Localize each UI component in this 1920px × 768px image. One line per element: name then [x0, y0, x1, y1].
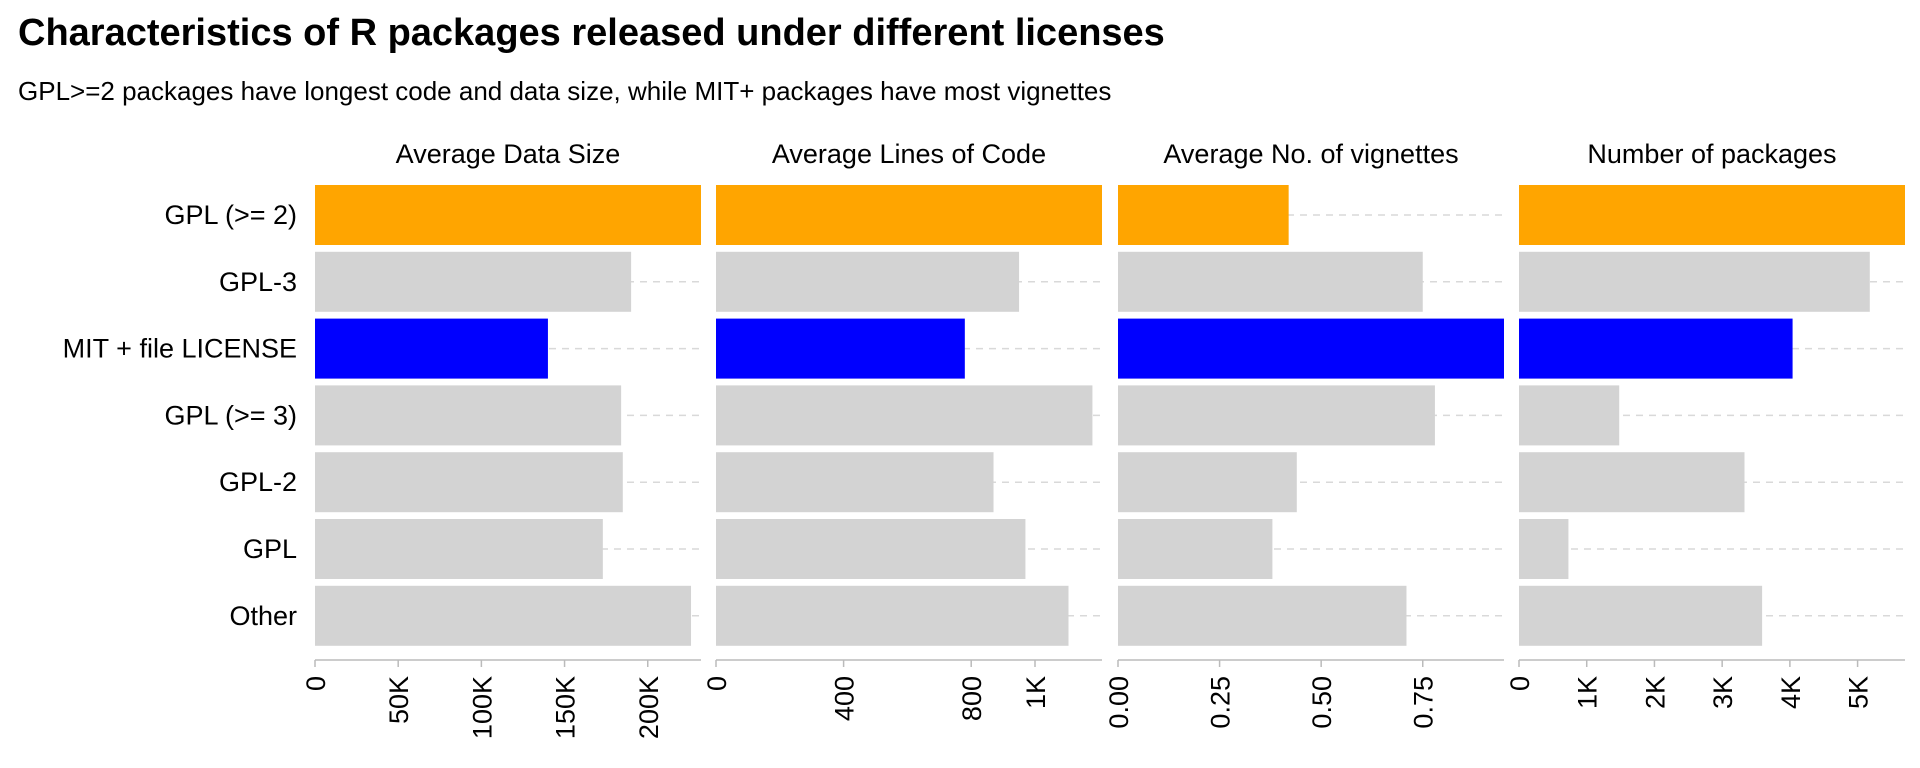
bar-number-of-packages-gpl-2 — [1519, 452, 1745, 513]
panel-title-average-lines-of-code: Average Lines of Code — [772, 139, 1046, 169]
tick-label-number-of-packages-4: 4K — [1776, 676, 1806, 709]
bar-average-data-size-gpl-3 — [315, 385, 622, 446]
tick-label-average-data-size-0: 0 — [301, 676, 331, 691]
category-label-gpl-2: GPL (>= 2) — [164, 200, 297, 230]
bar-number-of-packages-other — [1519, 585, 1763, 646]
bar-average-no-of-vignettes-gpl — [1118, 519, 1273, 579]
bar-number-of-packages-gpl-3 — [1519, 251, 1870, 312]
tick-label-average-data-size-1: 50K — [384, 676, 414, 724]
bar-number-of-packages-gpl-3 — [1519, 385, 1620, 446]
tick-label-number-of-packages-0: 0 — [1505, 676, 1535, 691]
category-label-gpl: GPL — [243, 534, 297, 564]
bar-average-data-size-gpl — [315, 519, 603, 579]
bar-average-lines-of-code-gpl-3 — [716, 385, 1093, 446]
category-label-mit-file-license: MIT + file LICENSE — [63, 334, 297, 364]
bar-average-data-size-gpl-2 — [315, 452, 623, 513]
bar-average-no-of-vignettes-other — [1118, 585, 1407, 646]
bar-average-no-of-vignettes-gpl-2 — [1118, 452, 1297, 513]
tick-label-average-data-size-3: 150K — [551, 676, 581, 739]
tick-label-average-lines-of-code-0: 0 — [702, 676, 732, 691]
bar-average-lines-of-code-gpl-2 — [716, 452, 994, 513]
bar-average-data-size-other — [315, 585, 692, 646]
tick-label-average-no-of-vignettes-1: 0.25 — [1206, 676, 1236, 729]
bar-average-data-size-mit-file-license — [315, 318, 548, 379]
panel-title-average-no-of-vignettes: Average No. of vignettes — [1163, 139, 1458, 169]
bar-number-of-packages-gpl-2 — [1519, 185, 1905, 245]
tick-label-average-data-size-4: 200K — [634, 676, 664, 739]
tick-label-average-data-size-2: 100K — [467, 676, 497, 739]
panel-title-average-data-size: Average Data Size — [396, 139, 621, 169]
chart-title: Characteristics of R packages released u… — [18, 12, 1165, 54]
tick-label-average-lines-of-code-2: 800 — [957, 676, 987, 721]
bar-average-lines-of-code-gpl-3 — [716, 251, 1020, 312]
tick-label-number-of-packages-2: 2K — [1640, 676, 1670, 709]
bar-average-lines-of-code-gpl-2 — [716, 185, 1102, 245]
category-label-other: Other — [229, 601, 297, 631]
chart-subtitle: GPL>=2 packages have longest code and da… — [18, 76, 1112, 106]
category-label-gpl-3: GPL-3 — [219, 267, 297, 297]
bar-average-no-of-vignettes-gpl-3 — [1118, 385, 1435, 446]
bar-average-no-of-vignettes-mit-file-license — [1118, 318, 1504, 379]
bar-number-of-packages-gpl — [1519, 519, 1569, 579]
tick-label-number-of-packages-1: 1K — [1573, 676, 1603, 709]
tick-label-average-no-of-vignettes-3: 0.75 — [1409, 676, 1439, 729]
bar-average-lines-of-code-mit-file-license — [716, 318, 965, 379]
bar-average-data-size-gpl-3 — [315, 251, 632, 312]
category-label-gpl-3: GPL (>= 3) — [164, 400, 297, 430]
category-label-gpl-2: GPL-2 — [219, 467, 297, 497]
bar-average-data-size-gpl-2 — [315, 185, 701, 245]
bar-average-no-of-vignettes-gpl-2 — [1118, 185, 1289, 245]
bar-number-of-packages-mit-file-license — [1519, 318, 1793, 379]
tick-label-number-of-packages-5: 5K — [1844, 676, 1874, 709]
bar-average-lines-of-code-other — [716, 585, 1069, 646]
tick-label-number-of-packages-3: 3K — [1708, 676, 1738, 709]
bar-average-no-of-vignettes-gpl-3 — [1118, 251, 1423, 312]
tick-label-average-no-of-vignettes-0: 0.00 — [1104, 676, 1134, 729]
tick-label-average-lines-of-code-3: 1K — [1021, 676, 1051, 709]
tick-label-average-lines-of-code-1: 400 — [830, 676, 860, 721]
tick-label-average-no-of-vignettes-2: 0.50 — [1307, 676, 1337, 729]
panel-title-number-of-packages: Number of packages — [1587, 139, 1836, 169]
bar-average-lines-of-code-gpl — [716, 519, 1026, 579]
